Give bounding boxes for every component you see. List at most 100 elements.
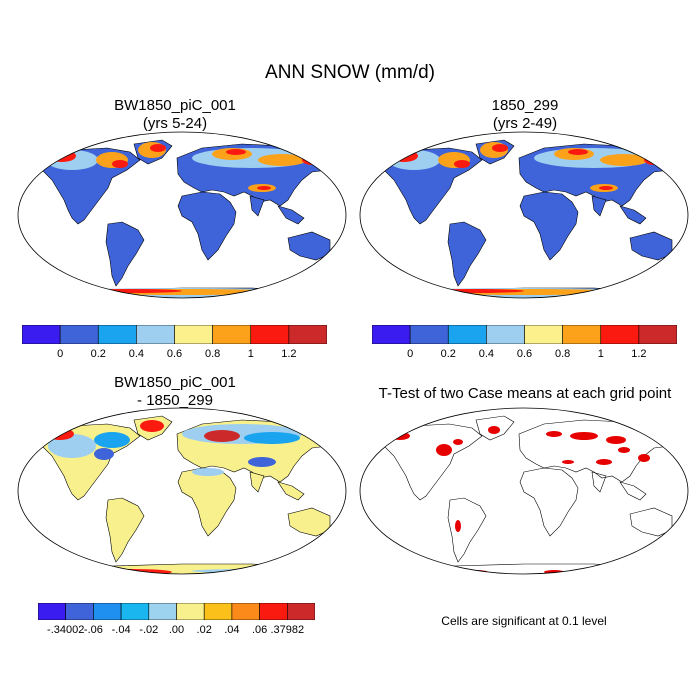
snow-scandinavia-core — [568, 149, 588, 155]
map-frame — [17, 131, 347, 299]
land-northAmerica — [379, 423, 483, 501]
diff-europe — [204, 430, 240, 442]
colorbar-tick-label: .02 — [196, 624, 212, 636]
snow-tibet-core — [257, 186, 271, 190]
sig-cell-5 — [570, 432, 598, 440]
colorbar-tick-label: -.04 — [111, 624, 131, 636]
colorbar-tick-label: 1 — [597, 348, 604, 360]
colorbar-tick-label: 0.6 — [516, 348, 533, 360]
diff-tibet — [248, 457, 276, 467]
map-frame — [359, 131, 689, 299]
sig-cell-1 — [436, 444, 452, 456]
ocean-background — [360, 408, 688, 574]
colorbar-tick-label: -.02 — [139, 624, 159, 636]
colorbar-tick-label: 0.2 — [440, 348, 456, 360]
snow-alaska — [48, 150, 76, 162]
panel4-title-line1: T-Test of two Case means at each grid po… — [378, 385, 672, 402]
colorbar-segment — [447, 325, 487, 344]
snow-canada-east-core — [112, 160, 128, 168]
colorbar-segment — [288, 325, 327, 344]
map-frame — [359, 407, 689, 575]
land-antarctica — [53, 563, 337, 574]
colorbar-segment — [148, 603, 177, 620]
colorbar-tick-label: .37982 — [270, 624, 305, 636]
colorbar-segment — [136, 325, 175, 344]
colorbar-labels-panel3: -.34002 -.06 -.04 -.02 .00 .02 .04 .06.37982 — [38, 624, 315, 638]
colorbar-tick-label: 1 — [247, 348, 254, 360]
sig-cell-11 — [460, 570, 488, 574]
sig-cell-13 — [455, 520, 461, 532]
colorbar-segment — [65, 603, 94, 620]
colorbar-panel1 — [22, 325, 327, 344]
panel2-title-line2: (yrs 2-49) — [492, 115, 558, 132]
colorbar-segment — [120, 603, 150, 620]
colorbar-segment — [22, 325, 61, 344]
land-greenland — [475, 415, 515, 441]
land-seAsia — [277, 481, 305, 501]
colorbar-segment — [176, 603, 205, 620]
colorbar-tick-label: 0.4 — [128, 348, 145, 360]
colorbar-segment — [562, 325, 602, 344]
colorbar-segment — [486, 325, 525, 344]
panel3-title: BW1850_piC_001 - 1850_299 — [5, 374, 345, 410]
land-india — [249, 195, 265, 217]
land-southAmerica — [447, 221, 487, 287]
colorbar-labels-panel2: 0 0.2 0.4 0.6 0.8 1 1.2 — [372, 348, 677, 362]
snow-siberia-east — [258, 154, 306, 166]
colorbar-tick-label: 0 — [407, 348, 414, 360]
colorbar-segment — [203, 603, 233, 620]
land-india — [249, 471, 265, 493]
snow-alaska — [390, 150, 418, 162]
colorbar-segment — [174, 325, 213, 344]
colorbar-segment — [93, 603, 122, 620]
land-india — [591, 195, 607, 217]
sig-cell-4 — [546, 431, 562, 437]
colorbar-tick-label: .04 — [224, 624, 240, 636]
diff-na-light — [48, 434, 96, 458]
colorbar-segment — [231, 603, 260, 620]
figure-title: ANN SNOW (mm/d) — [265, 62, 435, 83]
significance-note: Cells are significant at 0.1 level — [441, 614, 607, 628]
colorbar-tick-label: -.06 — [83, 624, 103, 636]
panel1-title-line2: (yrs 5-24) — [142, 115, 208, 132]
panel3-title-line2: - 1850_299 — [137, 392, 213, 409]
colorbar-segment — [97, 325, 137, 344]
land-southAmerica — [105, 497, 145, 563]
diff-us — [94, 448, 114, 460]
colorbar-tick-label: -.34002 — [47, 624, 85, 636]
colorbar-tick-label: 1.2 — [281, 348, 297, 360]
land-southAmerica — [447, 497, 487, 563]
land-seAsia — [619, 481, 647, 501]
panel3-title-line1: BW1850_piC_001 — [114, 374, 236, 391]
colorbar-tick-label: 0.8 — [554, 348, 571, 360]
diff-canada — [94, 432, 130, 448]
land-seAsia — [277, 205, 305, 225]
land-india — [591, 471, 607, 493]
snow-tibet-core — [599, 186, 613, 190]
colorbar-segment — [524, 325, 563, 344]
colorbar-panel3 — [38, 603, 315, 620]
colorbar-labels-panel1: 0 0.2 0.4 0.6 0.8 1 1.2 — [22, 348, 327, 362]
map-panel1 — [17, 131, 347, 299]
colorbar-segment — [409, 325, 449, 344]
map-frame — [17, 407, 347, 575]
diff-med — [192, 468, 224, 476]
map-panel2 — [359, 131, 689, 299]
land-southAmerica — [105, 221, 145, 287]
panel2-title: 1850_299 (yrs 2-49) — [355, 97, 695, 133]
map-panel4 — [359, 407, 689, 575]
colorbar-segment — [212, 325, 252, 344]
sig-cell-6 — [606, 436, 626, 444]
sig-cell-8 — [562, 460, 574, 464]
snow-scandinavia-core — [226, 149, 246, 155]
land-africa — [519, 467, 579, 537]
panel2-title-line1: 1850_299 — [491, 97, 559, 114]
diff-alaska — [46, 428, 74, 440]
snow-antarctica-warm — [72, 289, 292, 295]
colorbar-tick-label: 0.4 — [478, 348, 495, 360]
colorbar-segment — [287, 603, 315, 620]
colorbar-segment — [600, 325, 640, 344]
snow-greenland-core — [150, 144, 166, 152]
snow-canada-east-core — [454, 160, 470, 168]
colorbar-panel2 — [372, 325, 677, 344]
